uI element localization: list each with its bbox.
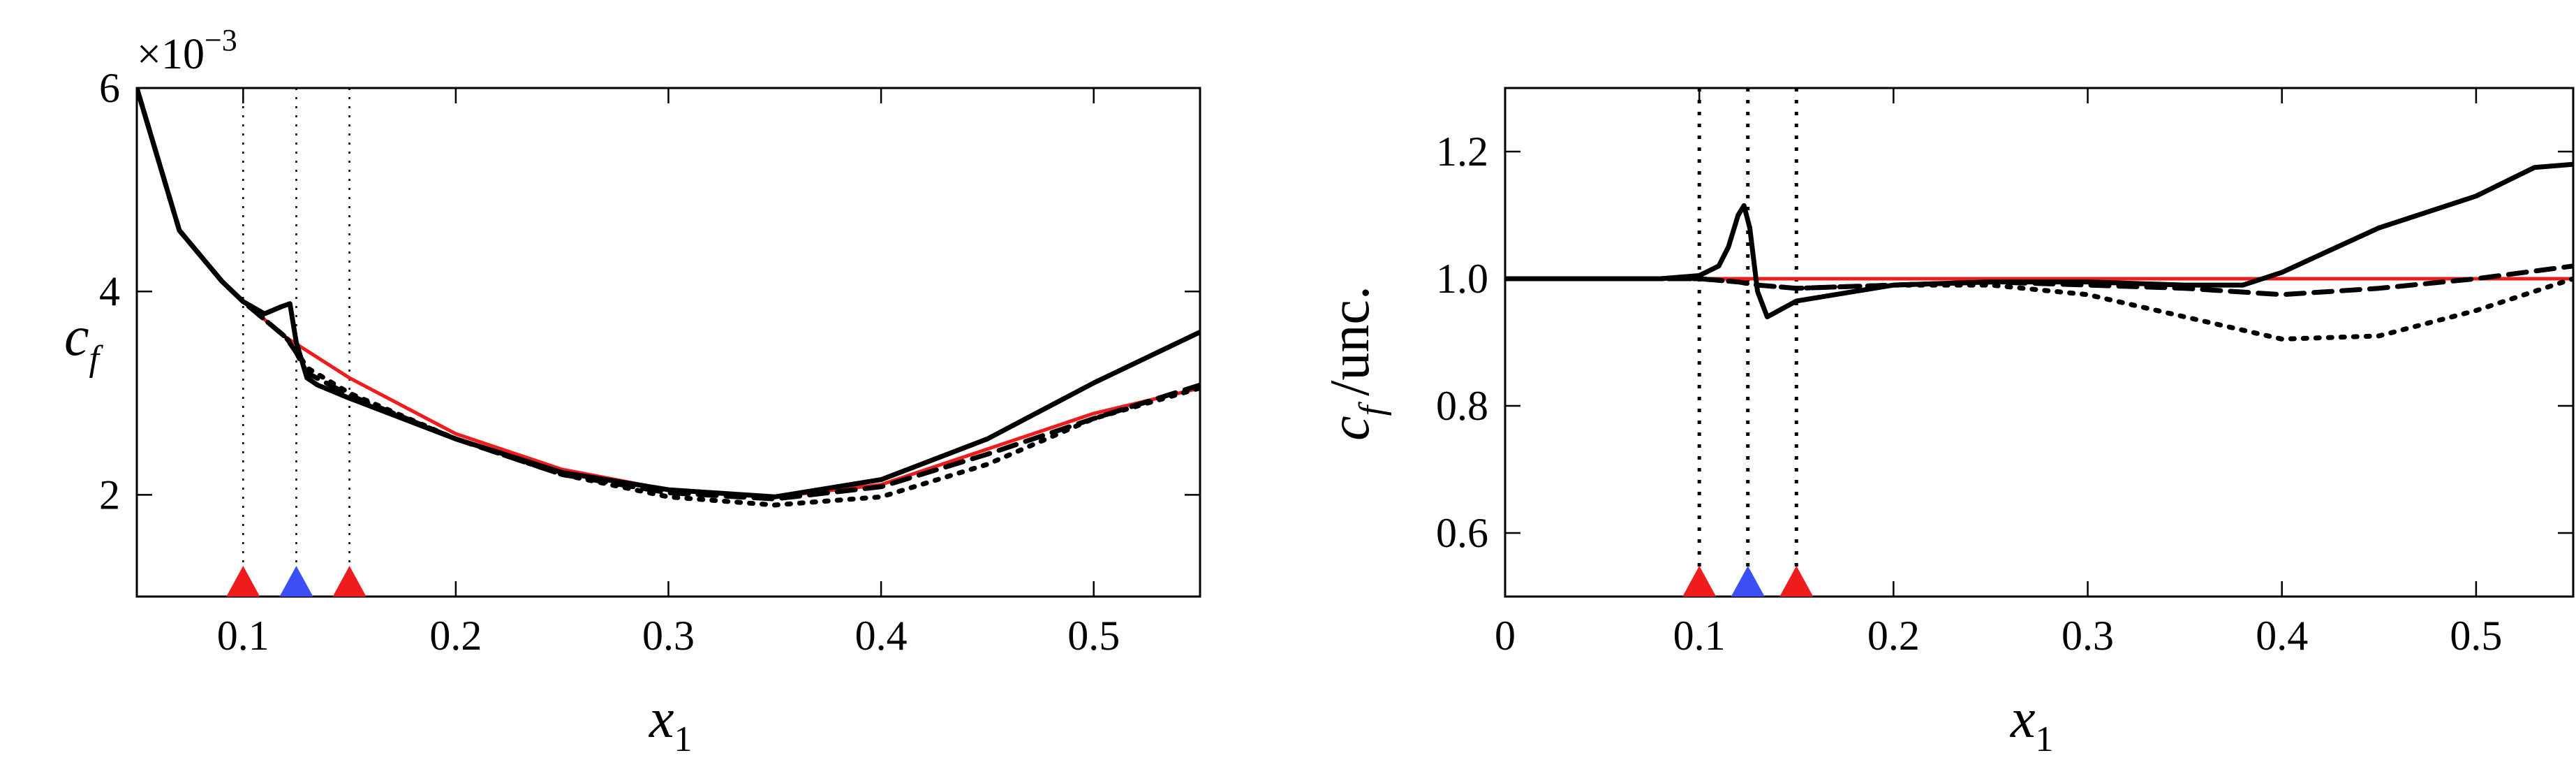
left-marker-red-triangle: [226, 566, 260, 597]
right-x-tick-label: 0.2: [1867, 613, 1920, 659]
left-scale-factor: ×10−3: [137, 23, 237, 78]
right-series-black-solid: [1505, 161, 2573, 320]
left-x-tick-label: 0.5: [1067, 613, 1120, 659]
right-series-black-dashed: [1505, 263, 2573, 298]
left-series-black-dashed: [137, 88, 1200, 502]
left-y-tick-label: 6: [99, 65, 120, 111]
left-series-black-dotted: [137, 88, 1200, 508]
right-plot-area: [1505, 88, 2573, 597]
right-x-tick-label: 0.5: [2450, 613, 2502, 659]
right-y-tick-label: 0.8: [1436, 383, 1488, 429]
right-plot-frame: [1504, 87, 2575, 598]
left-y-axis-label: cf: [64, 306, 104, 379]
right-series-black-dotted: [1505, 276, 2573, 342]
right-y-tick-label: 0.6: [1436, 510, 1488, 556]
left-marker-red-triangle: [332, 566, 367, 597]
left-x-axis-label: x1: [649, 688, 693, 759]
right-marker-blue-triangle: [1731, 566, 1765, 597]
left-x-tick-label: 0.4: [855, 613, 908, 659]
right-x-tick-label: 0.3: [2061, 613, 2114, 659]
right-x-tick-label: 0: [1495, 613, 1516, 659]
right-y-tick-label: 1.2: [1436, 129, 1488, 175]
left-plot-area: [137, 88, 1200, 597]
right-marker-red-triangle: [1682, 566, 1717, 597]
left-y-tick-label: 2: [99, 472, 120, 518]
left-chart: ×10−3 cf x1 0.1 0.2 0.3 0.4 0.5 2 4 6: [64, 23, 1201, 759]
left-x-tick-label: 0.2: [429, 613, 482, 659]
right-y-axis-label: cf/unc.: [1319, 286, 1392, 441]
left-y-tick-label: 4: [99, 268, 120, 314]
right-x-axis-label: x1: [2010, 688, 2054, 759]
right-marker-red-triangle: [1779, 566, 1814, 597]
right-y-tick-label: 1.0: [1436, 256, 1488, 302]
left-x-tick-label: 0.1: [217, 613, 269, 659]
right-x-tick-label: 0.1: [1673, 613, 1726, 659]
right-chart: cf/unc. x1 0 0.1 0.2 0.3 0.4 0.5 0.6 0.8 1.0 1.2: [1319, 87, 2575, 759]
right-x-tick-label: 0.4: [2256, 613, 2308, 659]
left-x-tick-label: 0.3: [642, 613, 695, 659]
left-marker-blue-triangle: [279, 566, 313, 597]
